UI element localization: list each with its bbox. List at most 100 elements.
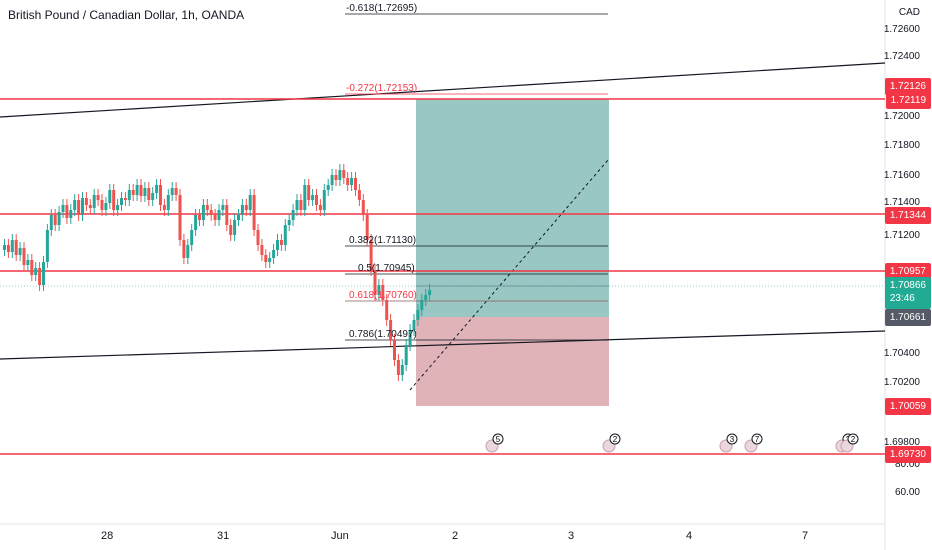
candle (53, 215, 57, 225)
projection-line[interactable] (409, 159, 609, 391)
candle (186, 245, 190, 258)
candle (260, 245, 264, 255)
candle (123, 198, 127, 200)
candle (264, 255, 268, 262)
candle (201, 205, 205, 220)
upper-trendline[interactable] (0, 62, 886, 118)
candle (221, 205, 225, 210)
candle (291, 210, 295, 220)
fib-label-0618: 0.618(1.70760) (349, 290, 417, 301)
candle (354, 178, 357, 190)
candles-group (3, 164, 432, 381)
candle (30, 260, 34, 275)
candle (365, 215, 369, 240)
candle (18, 248, 22, 255)
candle (283, 225, 287, 245)
economic-event-icon[interactable]: 2 (840, 433, 859, 453)
candle (229, 225, 233, 235)
candle (6, 245, 10, 252)
economic-event-icon[interactable]: 7 (744, 433, 763, 453)
economic-event-icon[interactable]: 5 (485, 433, 504, 453)
price-tick: 1.72400 (883, 51, 920, 62)
candle (326, 185, 330, 190)
candle (131, 190, 135, 195)
candle (357, 190, 361, 200)
candle (338, 170, 342, 180)
candle (112, 190, 116, 210)
candle (303, 185, 307, 210)
candle (209, 210, 213, 215)
candle (116, 205, 120, 210)
candle (22, 248, 26, 265)
fib-label-0382: 0.382(1.71130) (349, 235, 417, 246)
profit-zone[interactable] (416, 99, 609, 317)
candle (373, 270, 377, 295)
current-price-label: 1.70866 23:46 (884, 277, 931, 309)
candle (127, 190, 131, 200)
candle (38, 268, 42, 285)
candle (268, 258, 272, 262)
candle (174, 188, 178, 195)
candle (151, 193, 155, 200)
candle (381, 285, 385, 300)
price-tick: 1.71400 (883, 197, 920, 208)
candle (244, 205, 248, 210)
candle (396, 360, 400, 375)
time-label: Jun (331, 530, 349, 542)
candle (252, 195, 256, 230)
time-label: 28 (101, 530, 114, 542)
lower-trendline[interactable] (0, 330, 886, 360)
candle (88, 205, 92, 208)
fib-label-05: 0.5(1.70945) (358, 263, 415, 274)
candle (217, 210, 221, 220)
symbol-title[interactable]: British Pound / Canadian Dollar, 1h, OAN… (8, 8, 245, 22)
price-tick: 1.71200 (883, 230, 920, 241)
price-label-red: 1.70957 (884, 263, 931, 280)
time-label: 31 (217, 530, 230, 542)
price-label-red: 1.72126 (884, 78, 931, 95)
candle (369, 240, 373, 270)
candle (276, 240, 279, 250)
candle (299, 200, 303, 210)
candle (159, 185, 162, 205)
candle (279, 240, 283, 245)
candle (412, 320, 416, 330)
candle (92, 195, 96, 208)
economic-event-icon[interactable]: 2 (602, 433, 621, 453)
candle (34, 268, 38, 275)
time-label: 3 (568, 530, 575, 542)
candle (361, 200, 365, 215)
candle (272, 250, 276, 258)
candle (10, 240, 14, 252)
price-tick: 1.72600 (883, 24, 920, 35)
candle (26, 260, 30, 265)
candle (287, 220, 291, 225)
candle (120, 198, 123, 205)
candle (420, 300, 424, 310)
candle (69, 210, 73, 218)
event-badge-count: 2 (613, 435, 618, 444)
candle (408, 330, 412, 345)
candle (393, 340, 396, 360)
candle (315, 195, 318, 205)
candle (404, 345, 408, 365)
price-tick: 1.70400 (883, 348, 920, 359)
indicator-tick: 80.00 (894, 459, 920, 470)
candle (57, 212, 61, 225)
candle (190, 230, 194, 245)
price-tick: 1.70200 (883, 377, 920, 388)
candle (143, 188, 147, 196)
loss-zone[interactable] (416, 317, 609, 406)
candle (205, 205, 209, 210)
currency-label: CAD (898, 7, 920, 18)
candle (346, 178, 350, 185)
candle (428, 290, 432, 295)
events-group: 523722 (485, 433, 859, 453)
current-price-value: 1.70866 (889, 280, 926, 291)
candle (84, 198, 88, 205)
event-badge-count: 3 (730, 435, 735, 444)
candle (416, 310, 420, 320)
price-label-green: 1.72119 (885, 92, 931, 109)
economic-event-icon[interactable]: 3 (719, 433, 738, 453)
